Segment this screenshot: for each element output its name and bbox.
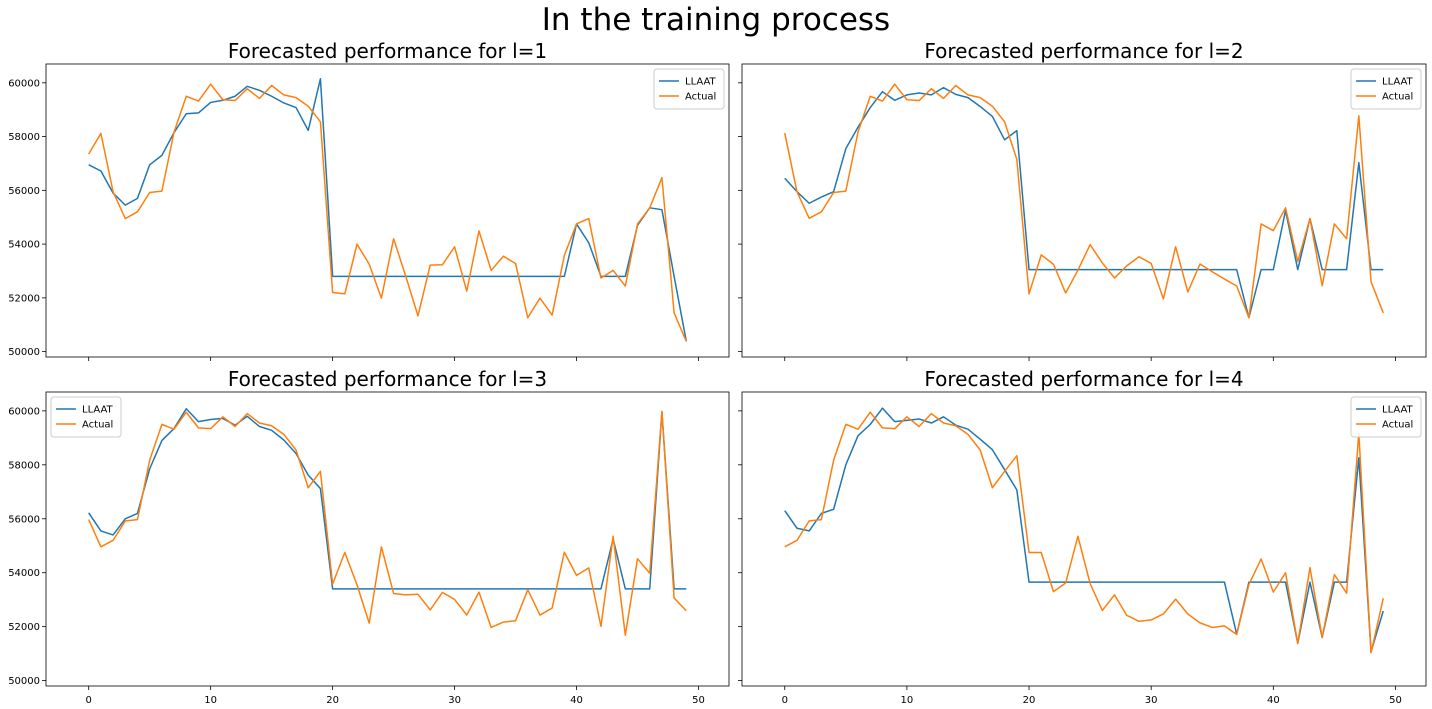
- series-line-actual: [88, 83, 687, 342]
- legend: LLAAT Actual: [653, 68, 725, 110]
- legend-box: [653, 68, 725, 110]
- legend-box: [50, 396, 122, 438]
- x-tick-label: 50: [1389, 695, 1402, 706]
- y-tick-label: 58000: [8, 132, 40, 143]
- axes-frame: [45, 391, 730, 687]
- x-tick-label: 10: [901, 695, 914, 706]
- series-line-llaat: [88, 407, 687, 590]
- y-tick-label: 60000: [8, 406, 40, 417]
- x-tick-label: 30: [1145, 695, 1158, 706]
- subplot-title: Forecasted performance for l=1: [228, 39, 547, 63]
- y-tick-label: 60000: [8, 78, 40, 89]
- y-tick-label: 52000: [8, 293, 40, 304]
- legend-label: Actual: [1382, 92, 1413, 103]
- legend-label: LLAAT: [685, 77, 717, 88]
- subplot-title: Forecasted performance for l=2: [924, 39, 1243, 63]
- axes-frame: [741, 63, 1427, 358]
- legend-label: LLAAT: [82, 405, 114, 416]
- series-line-llaat: [784, 407, 1384, 653]
- y-tick-label: 58000: [8, 460, 40, 471]
- legend-label: Actual: [685, 92, 716, 103]
- series-line-actual: [784, 83, 1384, 319]
- x-tick-label: 0: [86, 695, 92, 706]
- series-line-llaat: [784, 86, 1384, 319]
- legend-label: LLAAT: [1382, 405, 1414, 416]
- series-line-llaat: [88, 78, 688, 342]
- legend: LLAAT Actual: [50, 396, 122, 438]
- series-line-actual: [784, 411, 1384, 654]
- x-tick-label: 20: [1023, 695, 1036, 706]
- legend-box: [1350, 396, 1422, 438]
- legend: LLAAT Actual: [1350, 396, 1422, 438]
- y-tick-label: 50000: [8, 676, 40, 687]
- series-line-actual: [88, 410, 687, 637]
- legend-box: [1350, 68, 1422, 110]
- legend-label: LLAAT: [1382, 77, 1414, 88]
- x-tick-label: 10: [204, 695, 217, 706]
- y-tick-label: 56000: [8, 186, 40, 197]
- y-tick-label: 50000: [8, 347, 40, 358]
- y-tick-label: 54000: [8, 240, 40, 251]
- subplot-title: Forecasted performance for l=4: [924, 367, 1243, 391]
- x-tick-label: 30: [448, 695, 461, 706]
- subplot-title: Forecasted performance for l=3: [228, 367, 547, 391]
- x-tick-label: 40: [1267, 695, 1280, 706]
- legend-label: Actual: [1382, 420, 1413, 431]
- subplot-2: Forecasted performance for l=2 LLAAT Actua…: [738, 39, 1427, 361]
- axes-frame: [45, 63, 730, 358]
- x-tick-label: 0: [782, 695, 788, 706]
- y-tick-label: 56000: [8, 514, 40, 525]
- y-tick-label: 54000: [8, 568, 40, 579]
- legend-label: Actual: [82, 420, 113, 431]
- subplot-4: Forecasted performance for l=4 0 10 20 30 40 5…: [738, 367, 1427, 706]
- legend: LLAAT Actual: [1350, 68, 1422, 110]
- x-tick-label: 20: [326, 695, 339, 706]
- axes-frame: [741, 391, 1427, 687]
- subplot-1: Forecasted performance for l=1 50000 52000…: [8, 39, 730, 361]
- y-tick-label: 52000: [8, 622, 40, 633]
- subplot-3: Forecasted performance for l=3 0 10 20 30 40 5…: [8, 367, 730, 706]
- x-tick-label: 50: [692, 695, 705, 706]
- figure-suptitle: In the training process: [541, 2, 891, 38]
- x-tick-label: 40: [570, 695, 583, 706]
